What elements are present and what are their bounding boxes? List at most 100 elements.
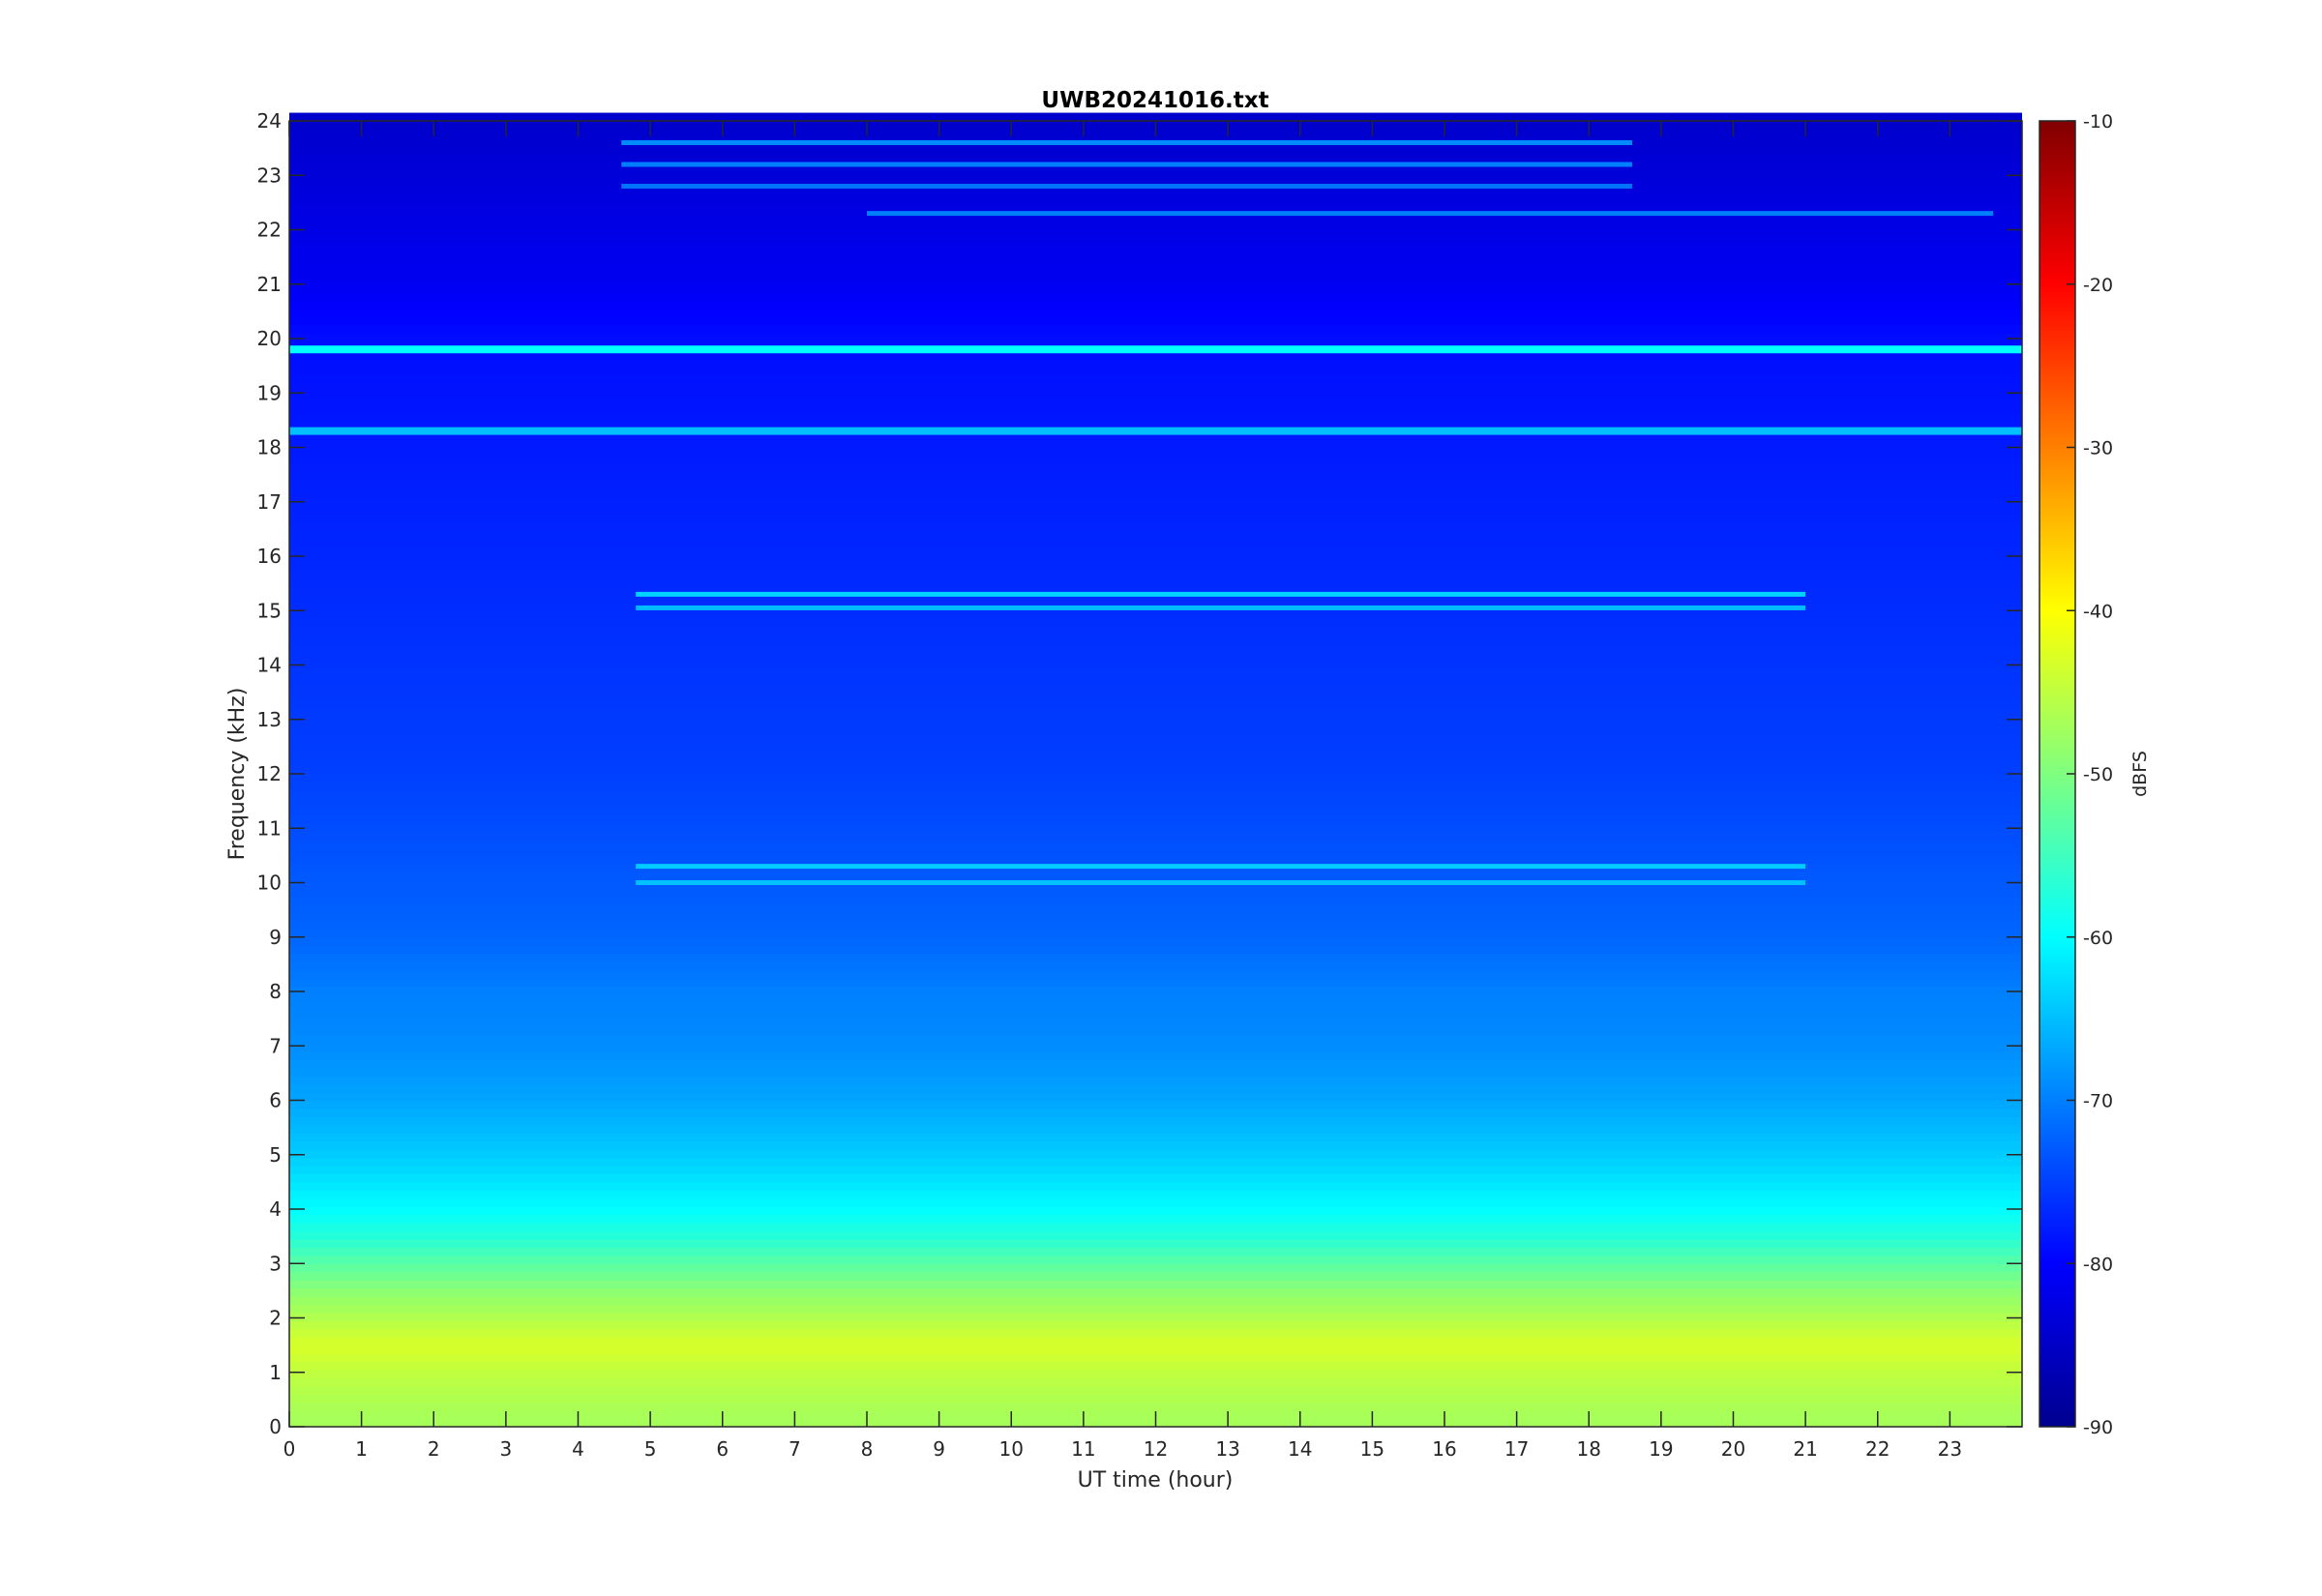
colorbar-tick-label: -60 [2083, 928, 2113, 949]
spectrogram-band [289, 186, 2022, 195]
spectrogram-band [289, 1361, 2022, 1371]
spectrogram-band [289, 1197, 2022, 1207]
intermittent-emission-line [621, 162, 1633, 167]
spectrogram-band [289, 986, 2022, 995]
spectrogram-band [289, 406, 2022, 416]
spectrogram-band [289, 488, 2022, 497]
y-tick-label: 22 [257, 219, 282, 242]
spectrogram-band [289, 732, 2022, 742]
spectrogram-band [289, 193, 2022, 203]
y-tick-label: 10 [257, 872, 282, 895]
spectrogram-band [289, 1092, 2022, 1102]
spectrogram-band [289, 112, 2022, 122]
spectrogram-band [289, 920, 2022, 930]
y-axis-label: Frequency (kHz) [225, 688, 250, 861]
spectrogram-band [289, 1166, 2022, 1175]
y-tick-label: 11 [257, 816, 282, 840]
x-tick-label: 2 [428, 1437, 440, 1461]
intermittent-emission-line [636, 591, 1806, 597]
spectrogram-band [289, 1377, 2022, 1387]
spectrogram-band [289, 430, 2022, 440]
spectrogram-band [289, 716, 2022, 725]
x-tick-label: 7 [789, 1437, 801, 1461]
y-tick-label: 6 [269, 1089, 282, 1112]
spectrogram-band [289, 846, 2022, 856]
spectrogram-band [289, 912, 2022, 922]
x-tick-label: 4 [572, 1437, 584, 1461]
spectrogram-band [289, 1214, 2022, 1224]
spectrogram-band [289, 798, 2022, 808]
y-tick-label: 23 [257, 163, 282, 187]
spectrogram-band [289, 618, 2022, 628]
x-tick-label: 8 [861, 1437, 874, 1461]
y-tick-label: 16 [257, 545, 282, 568]
x-axis-ticks: 0 1 2 3 4 5 6 7 8 9 10 11 12 13 14 15 16 17 18 19 20 21 22 23 [283, 121, 1962, 1461]
x-tick-label: 11 [1071, 1437, 1095, 1461]
spectrogram-band [289, 1385, 2022, 1395]
x-tick-label: 14 [1288, 1437, 1312, 1461]
spectrogram-band [289, 741, 2022, 751]
spectrogram-band [289, 635, 2022, 644]
spectrogram-band [289, 1067, 2022, 1077]
x-tick-label: 19 [1649, 1437, 1673, 1461]
x-tick-label: 18 [1577, 1437, 1601, 1461]
intermittent-emission-line [621, 140, 1633, 145]
spectrogram-band [289, 463, 2022, 473]
spectrogram-band [289, 774, 2022, 783]
x-tick-label: 9 [933, 1437, 945, 1461]
spectrogram-band [289, 366, 2022, 375]
spectrogram-band [289, 577, 2022, 587]
y-tick-label: 14 [257, 654, 282, 677]
spectrogram-band [289, 1337, 2022, 1346]
x-axis-label: UT time (hour) [1078, 1468, 1234, 1493]
spectrogram-band [289, 259, 2022, 269]
x-tick-label: 5 [644, 1437, 657, 1461]
y-tick-label: 17 [257, 490, 282, 514]
spectrogram-band [289, 888, 2022, 898]
y-tick-label: 1 [269, 1361, 282, 1384]
spectrogram-band [289, 1124, 2022, 1134]
x-tick-label: 17 [1504, 1437, 1529, 1461]
spectrogram-band [289, 537, 2022, 547]
spectrogram-band [289, 1247, 2022, 1256]
spectrogram-band [289, 324, 2022, 334]
spectrogram-band [289, 1263, 2022, 1273]
spectrogram-band [289, 1116, 2022, 1126]
spectrogram-band [289, 316, 2022, 326]
y-tick-label: 5 [269, 1143, 282, 1167]
spectrogram-band [289, 300, 2022, 310]
x-tick-label: 20 [1721, 1437, 1745, 1461]
spectrogram-band [289, 1026, 2022, 1036]
spectrogram-band [289, 439, 2022, 449]
y-tick-label: 18 [257, 436, 282, 459]
x-tick-label: 13 [1215, 1437, 1239, 1461]
spectrogram-band [289, 169, 2022, 179]
spectrogram-band [289, 1050, 2022, 1060]
colorbar-tick-label: -70 [2083, 1091, 2113, 1112]
spectrogram-band [289, 610, 2022, 620]
spectrogram-band [289, 1059, 2022, 1069]
spectrogram-band [289, 1157, 2022, 1167]
colorbar-label: dBFS [2129, 751, 2151, 797]
y-tick-label: 9 [269, 926, 282, 949]
spectrogram-band [289, 953, 2022, 962]
spectrogram-band [289, 814, 2022, 824]
spectrogram-band [289, 961, 2022, 971]
spectrogram-band [289, 724, 2022, 734]
spectrogram-band [289, 969, 2022, 979]
spectrogram-band [289, 1369, 2022, 1378]
spectrogram-band [289, 1312, 2022, 1321]
spectrogram-band [289, 929, 2022, 938]
spectrogram-band [289, 276, 2022, 285]
x-tick-label: 0 [283, 1437, 296, 1461]
spectrogram-band [289, 398, 2022, 407]
spectrogram-band [289, 993, 2022, 1003]
y-tick-label: 20 [257, 327, 282, 350]
x-tick-label: 16 [1432, 1437, 1456, 1461]
spectrogram-band [289, 561, 2022, 571]
spectrogram-band [289, 1280, 2022, 1289]
y-tick-label: 8 [269, 980, 282, 1003]
x-tick-label: 22 [1865, 1437, 1890, 1461]
spectrogram-band [289, 1133, 2022, 1142]
